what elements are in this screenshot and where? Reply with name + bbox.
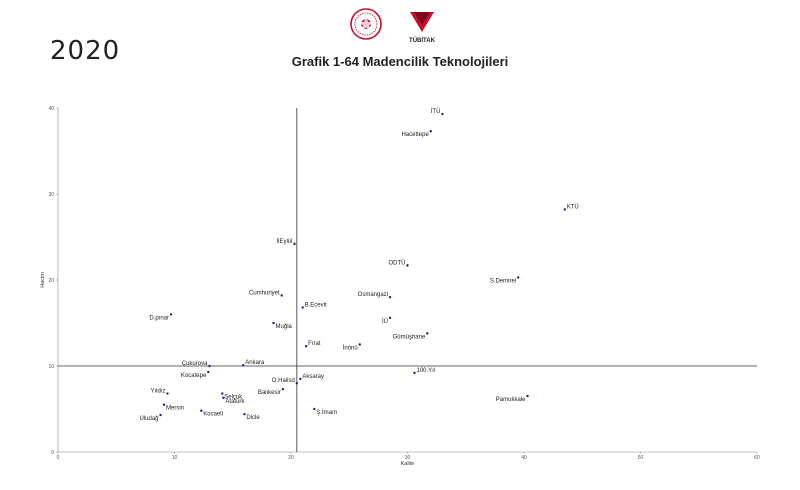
data-point [169, 313, 173, 316]
data-point [159, 413, 162, 417]
point-label: Gümüşhane [393, 334, 426, 340]
data-point [526, 394, 529, 398]
point-label: ODTÜ [389, 259, 406, 266]
data-point [221, 392, 224, 395]
y-tick-label: 0 [51, 450, 54, 456]
point-label: İlEylül [276, 238, 292, 245]
x-tick-label: 10 [172, 455, 178, 461]
data-point [166, 392, 169, 395]
point-label: İÜ [382, 318, 388, 325]
point-label: Mersin [166, 406, 184, 412]
point-label: S.Demirel [490, 278, 516, 284]
data-point [207, 370, 210, 374]
point-label: Cumhuriyet [249, 290, 280, 296]
data-point [222, 396, 225, 400]
x-tick-label: 50 [638, 455, 644, 461]
chart-axes: 0 10 20 30 40 50 60 0 10 20 30 40 [48, 106, 760, 461]
y-axis-label: Hacim [40, 272, 46, 288]
data-point [406, 264, 409, 267]
point-label: D.pınar [149, 315, 169, 321]
year-label: 2020 [50, 36, 121, 66]
logos: TÜBİTAK [350, 8, 436, 44]
point-label: Pamukkale [496, 397, 526, 403]
data-point [426, 332, 429, 335]
data-point [516, 276, 520, 279]
data-point [243, 412, 246, 416]
data-point [242, 363, 245, 367]
data-point [280, 294, 283, 297]
y-tick-label: 30 [48, 192, 54, 198]
x-tick-label: 60 [754, 455, 760, 461]
point-label: O.Halisd [272, 378, 295, 384]
data-points: İTÜ Hacettepe KTÜ İlEylül ODTÜ S.Demirel Cumhu… [140, 108, 579, 422]
x-tick-label: 40 [521, 455, 527, 461]
data-point [272, 321, 275, 325]
data-point [313, 407, 316, 411]
point-label: Yıldız [150, 389, 165, 395]
point-label: 100.Yıl [416, 368, 435, 374]
x-tick-label: 20 [288, 455, 294, 461]
point-label: Fırat [308, 341, 321, 347]
y-tick-label: 40 [48, 106, 54, 112]
point-label: Muğla [276, 324, 293, 330]
point-label: Çukurova [182, 361, 208, 367]
x-tick-label: 30 [405, 455, 411, 461]
chart-title: Grafik 1-64 Madencilik Teknolojileri [291, 54, 509, 69]
data-point [208, 364, 211, 368]
data-point [162, 403, 166, 406]
point-label: Atatürk [225, 399, 245, 405]
point-label: Osmangazi [358, 292, 388, 298]
point-label: İTÜ [431, 108, 441, 115]
y-tick-label: 10 [48, 364, 54, 370]
data-point [299, 377, 302, 381]
point-label: İnönü [343, 345, 358, 352]
data-point [388, 296, 392, 299]
data-point [281, 388, 285, 391]
data-point [295, 382, 299, 385]
data-point [563, 208, 566, 211]
data-point [200, 409, 203, 412]
point-label: Uludağ [140, 416, 159, 422]
data-point [388, 316, 392, 320]
point-label: Dicle [246, 415, 260, 421]
data-point [429, 130, 432, 133]
data-point [293, 242, 296, 246]
point-label: KTÜ [567, 203, 579, 210]
tubitak-logo-icon: TÜBİTAK [409, 12, 436, 44]
data-point [304, 345, 308, 348]
point-label: Balıkesir [258, 390, 281, 396]
ministry-seal-icon [350, 8, 382, 40]
data-point [358, 343, 361, 346]
point-label: Aksaray [302, 374, 324, 380]
tubitak-logo-text: TÜBİTAK [409, 37, 436, 44]
y-tick-label: 20 [48, 278, 54, 284]
reference-lines [58, 108, 757, 452]
x-tick-label: 0 [57, 455, 60, 461]
x-axis-label: Kalite [401, 461, 415, 467]
point-label: Kocaeli [203, 412, 223, 418]
point-label: Selçuk [224, 395, 243, 401]
point-label: Hacettepe [401, 132, 429, 138]
point-label: Ş.İmam [316, 409, 337, 416]
point-label: Ankara [245, 360, 265, 366]
data-point [301, 306, 304, 309]
data-point [441, 112, 444, 116]
point-label: B.Ecevit [305, 303, 327, 309]
data-point [413, 371, 416, 375]
point-label: Kocatepe [181, 373, 207, 379]
